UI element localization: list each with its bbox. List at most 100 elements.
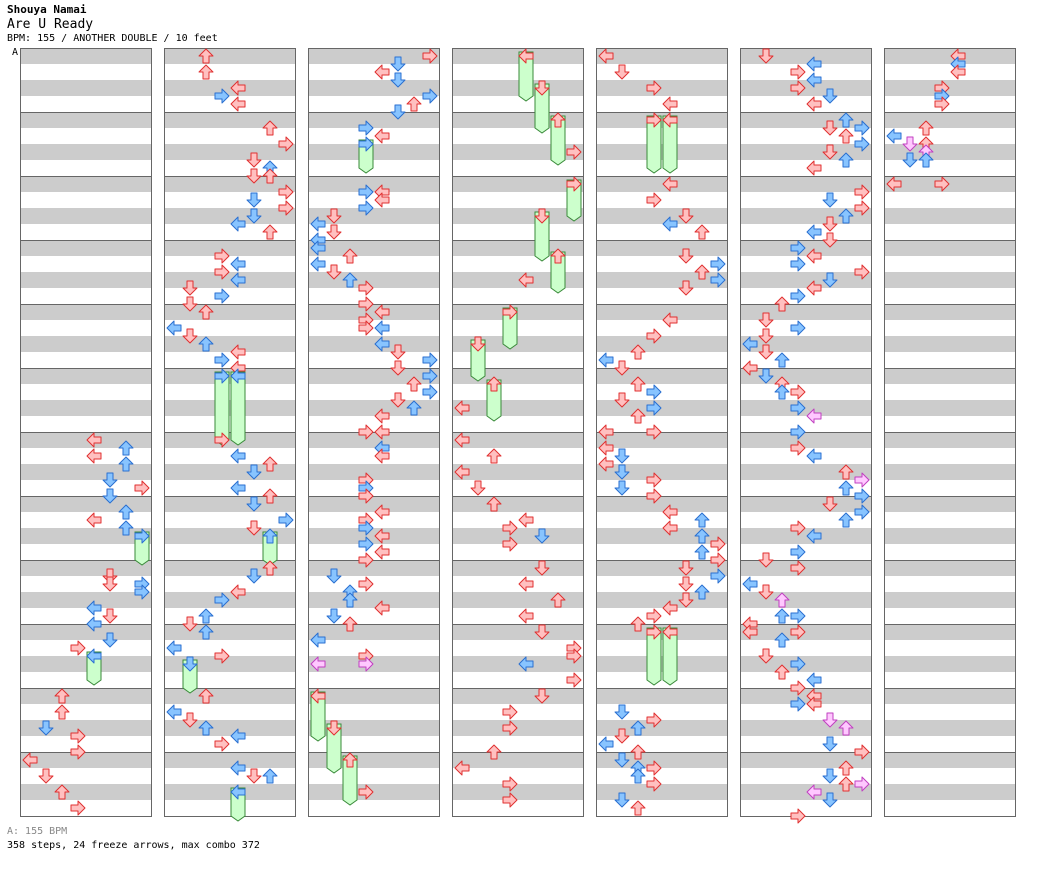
- red-right-arrow: [646, 712, 662, 728]
- blue-left-arrow: [86, 616, 102, 632]
- blue-left-arrow: [374, 336, 390, 352]
- chart-header: Shouya Namai Are U Ready BPM: 155 / ANOT…: [7, 3, 218, 44]
- beat-stripe: [20, 592, 152, 608]
- red-down-arrow: [534, 80, 550, 96]
- red-down-arrow: [246, 768, 262, 784]
- blue-down-arrow: [390, 104, 406, 120]
- red-left-arrow: [598, 48, 614, 64]
- freeze-arrow: [502, 307, 518, 350]
- red-right-arrow: [278, 184, 294, 200]
- blue-up-arrow: [342, 592, 358, 608]
- beat-stripe: [596, 272, 728, 288]
- red-left-arrow: [374, 408, 390, 424]
- blue-down-arrow: [326, 568, 342, 584]
- blue-right-arrow: [790, 400, 806, 416]
- beat-stripe: [20, 176, 152, 192]
- blue-right-arrow: [358, 200, 374, 216]
- blue-right-arrow: [214, 352, 230, 368]
- red-up-arrow: [774, 296, 790, 312]
- red-left-arrow: [662, 520, 678, 536]
- beat-stripe: [452, 432, 584, 448]
- red-left-arrow: [950, 64, 966, 80]
- beat-stripe: [20, 336, 152, 352]
- red-down-arrow: [470, 336, 486, 352]
- blue-right-arrow: [214, 368, 230, 384]
- red-left-arrow: [230, 344, 246, 360]
- blue-right-arrow: [854, 488, 870, 504]
- beat-stripe: [596, 496, 728, 512]
- beat-stripe: [308, 144, 440, 160]
- red-down-arrow: [534, 624, 550, 640]
- beat-stripe: [164, 752, 296, 768]
- red-right-arrow: [502, 792, 518, 808]
- red-up-arrow: [54, 688, 70, 704]
- red-left-arrow: [742, 360, 758, 376]
- beat-stripe: [740, 592, 872, 608]
- blue-down-arrow: [182, 656, 198, 672]
- pink-up-arrow: [838, 720, 854, 736]
- red-down-arrow: [822, 232, 838, 248]
- beat-stripe: [740, 240, 872, 256]
- blue-left-arrow: [166, 320, 182, 336]
- beat-stripe: [740, 784, 872, 800]
- beat-stripe: [20, 144, 152, 160]
- freeze-body: [134, 531, 150, 566]
- beat-stripe: [884, 464, 1016, 480]
- beat-stripe: [740, 336, 872, 352]
- beat-stripe: [452, 688, 584, 704]
- blue-right-arrow: [854, 120, 870, 136]
- blue-right-arrow: [214, 592, 230, 608]
- blue-right-arrow: [710, 568, 726, 584]
- beat-stripe: [596, 112, 728, 128]
- blue-right-arrow: [134, 584, 150, 600]
- freeze-arrow: [358, 139, 374, 174]
- beat-stripe: [596, 176, 728, 192]
- blue-left-arrow: [598, 736, 614, 752]
- freeze-arrow: [342, 755, 358, 806]
- blue-down-arrow: [822, 272, 838, 288]
- beat-stripe: [452, 592, 584, 608]
- blue-up-arrow: [342, 272, 358, 288]
- beat-stripe: [740, 560, 872, 576]
- beat-stripe: [740, 48, 872, 64]
- freeze-body: [326, 723, 342, 774]
- red-up-arrow: [262, 120, 278, 136]
- red-right-arrow: [646, 776, 662, 792]
- blue-up-arrow: [694, 544, 710, 560]
- blue-up-arrow: [118, 520, 134, 536]
- beat-stripe: [740, 752, 872, 768]
- panel-7: [884, 48, 1016, 817]
- red-down-arrow: [758, 584, 774, 600]
- beat-stripe: [740, 400, 872, 416]
- blue-right-arrow: [358, 136, 374, 152]
- blue-right-arrow: [214, 288, 230, 304]
- panel-border: [308, 48, 440, 817]
- red-down-arrow: [614, 392, 630, 408]
- red-up-arrow: [54, 704, 70, 720]
- red-up-arrow: [838, 760, 854, 776]
- red-left-arrow: [806, 280, 822, 296]
- artist-name: Shouya Namai: [7, 3, 87, 16]
- red-down-arrow: [246, 152, 262, 168]
- red-right-arrow: [502, 520, 518, 536]
- beat-stripe: [452, 624, 584, 640]
- beat-stripe: [308, 272, 440, 288]
- beat-stripe: [452, 784, 584, 800]
- red-up-arrow: [198, 688, 214, 704]
- blue-down-arrow: [326, 608, 342, 624]
- red-right-arrow: [358, 784, 374, 800]
- beat-stripe: [20, 304, 152, 320]
- blue-left-arrow: [230, 272, 246, 288]
- blue-up-arrow: [198, 608, 214, 624]
- red-up-arrow: [630, 376, 646, 392]
- freeze-body: [662, 627, 678, 686]
- red-right-arrow: [70, 800, 86, 816]
- blue-right-arrow: [422, 384, 438, 400]
- blue-right-arrow: [358, 184, 374, 200]
- beat-stripe: [452, 528, 584, 544]
- beat-stripe: [20, 688, 152, 704]
- red-left-arrow: [662, 624, 678, 640]
- beat-stripe: [452, 80, 584, 96]
- beat-stripe: [884, 656, 1016, 672]
